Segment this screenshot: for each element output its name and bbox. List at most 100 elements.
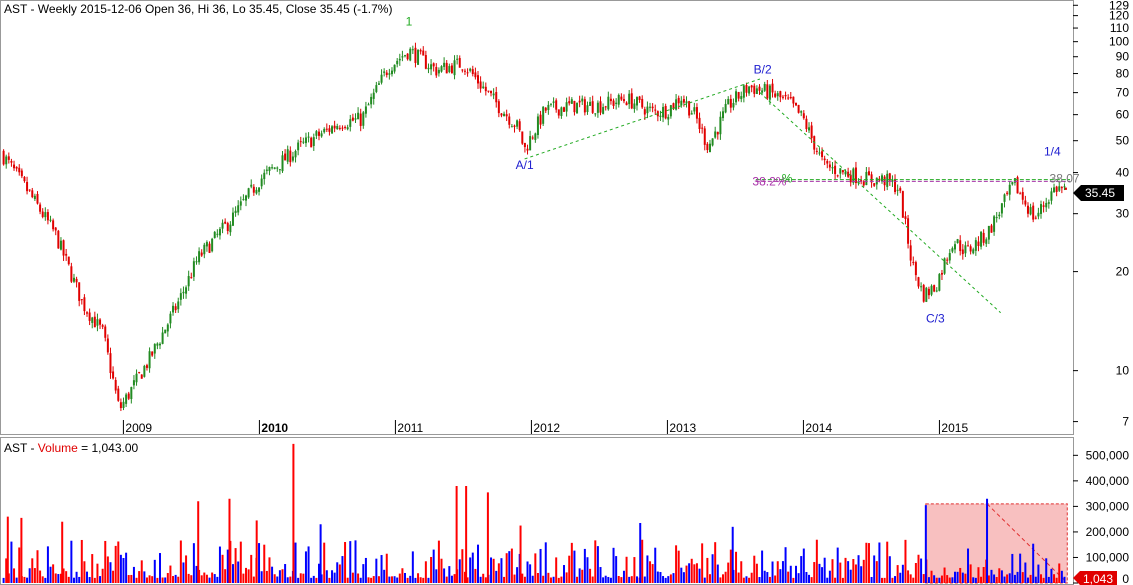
candle-body [953,244,956,250]
candle-body [985,239,988,244]
x-tick-label: 2009 [125,421,152,435]
candle-body [841,170,844,173]
y-tick-label: 7 [1122,415,1129,429]
candle-body [594,113,597,115]
wave-label: 1 [406,14,413,28]
candle-body [7,156,10,160]
candle-body [234,210,237,213]
candle-body [748,86,751,94]
candle-body [695,107,698,119]
candle-body [161,332,164,344]
candle-body [1055,186,1058,192]
candle-body [422,50,425,56]
candle-body [641,98,644,108]
candle-body [401,56,404,58]
candle-body [440,66,443,72]
candle-body [536,116,539,135]
y-tick-label: 129 [1109,0,1129,12]
candle-body [424,55,427,69]
y-tick-label: 60 [1116,108,1130,122]
candle-body [737,92,740,99]
price-panel-frame [0,0,1074,435]
candle-body [185,287,188,294]
candle-body [18,167,21,173]
candle-body [677,97,680,104]
candle-body [821,151,824,158]
candle-body [980,231,983,247]
candle-body [205,242,208,247]
candle-body [380,74,383,83]
candle-body [659,115,662,117]
candle-body [404,55,407,57]
price-plot-area [2,42,1067,412]
candle-body [258,187,261,192]
candle-body [13,164,16,169]
candle-body [586,105,589,112]
candle-body [779,91,782,98]
candle-body [245,195,248,201]
candle-body [390,70,393,75]
candle-body [284,153,287,161]
candle-body [633,103,636,109]
candle-body [271,167,274,169]
candle-body [930,285,933,295]
candle-body [67,256,70,265]
volume-plot-area [2,443,1068,584]
volume-y-tick-label: 300,000 [1086,499,1130,513]
candle-body [341,127,344,129]
candle-body [886,173,889,187]
candle-body [187,276,190,287]
candle-body [192,261,195,277]
candle-body [145,365,148,368]
candle-body [549,103,552,105]
candle-body [729,98,732,108]
candle-body [771,83,774,93]
candle-body [698,117,701,130]
candle-body [732,102,735,108]
candle-body [122,401,125,408]
candle-body [776,93,779,97]
candle-body [750,85,753,88]
candle-body [531,137,534,139]
candle-body [1050,191,1053,201]
x-tick-label: 2015 [941,421,968,435]
candle-body [529,136,532,151]
candle-body [364,106,367,114]
candle-body [628,93,631,105]
candle-body [169,313,172,324]
candle-body [427,67,430,70]
volume-title-prefix: AST - [4,441,38,455]
candle-body [604,106,607,108]
candle-body [669,105,672,117]
candle-body [156,343,159,346]
candle-body [31,190,34,198]
candle-body [336,125,339,130]
candle-body [649,106,652,108]
wave-label: % [782,172,793,186]
candle-body [711,138,714,146]
candle-body [781,96,784,98]
candle-body [922,285,925,302]
candle-body [286,149,289,162]
candle-body [1060,187,1063,189]
candle-body [651,106,654,109]
candle-body [132,380,135,386]
time-x-axis: 2009 2010 2011 2012 2013 2014 2015 [122,420,968,435]
candle-body [276,167,279,169]
candle-body [862,181,865,186]
candle-body [794,102,797,106]
candle-body [933,285,936,292]
candle-body [523,142,526,148]
candle-body [289,150,292,163]
candle-body [716,131,719,135]
candle-body [581,98,584,102]
candle-body [28,189,31,191]
candle-body [239,201,242,206]
candle-body [158,343,161,346]
candle-body [255,189,258,194]
candle-body [899,188,902,191]
y-tick-label: 50 [1116,134,1130,148]
candle-body [396,60,399,65]
candle-body [516,120,519,127]
